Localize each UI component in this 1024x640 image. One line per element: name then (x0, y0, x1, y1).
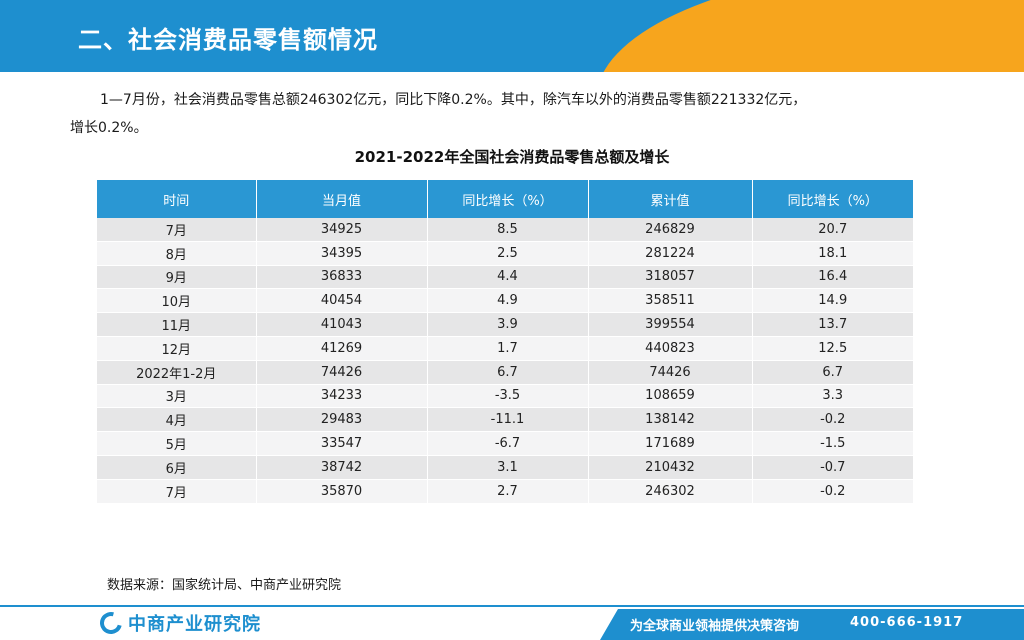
table-cell: 246302 (588, 479, 753, 504)
table-cell: 7月 (97, 218, 257, 242)
table-title: 2021-2022年全国社会消费品零售总额及增长 (354, 148, 670, 166)
table-header-cell: 累计值 (588, 180, 753, 218)
table-cell: -0.2 (752, 479, 913, 504)
table-cell: 3.3 (752, 384, 913, 409)
table-cell: 10月 (97, 288, 257, 314)
table-cell: 2.7 (427, 479, 589, 504)
table-cell: 138142 (588, 407, 753, 433)
table-cell: 6月 (97, 455, 257, 480)
footer-slogan: 为全球商业领袖提供决策咨询 (630, 619, 800, 634)
table-cell: 8月 (97, 241, 257, 266)
table-row: 7月 34925 8.5 246829 20.7 (97, 218, 913, 242)
page-title: 二、社会消费品零售额情况 (78, 26, 378, 54)
table-row: 3月 34233 -3.5 108659 3.3 (97, 384, 913, 409)
table-cell: -6.7 (427, 431, 589, 456)
table-cell: 35870 (256, 479, 428, 504)
footer-divider (0, 605, 1024, 607)
table-cell: 108659 (588, 384, 753, 409)
company-logo-icon (95, 607, 127, 639)
table-cell: 34925 (256, 218, 428, 242)
table-cell: 12月 (97, 336, 257, 361)
table-row: 11月 41043 3.9 399554 13.7 (97, 312, 913, 337)
footer-phone: 400-666-1917 (850, 615, 964, 630)
table-row: 6月 38742 3.1 210432 -0.7 (97, 455, 913, 480)
footer-banner (600, 609, 1024, 640)
table-cell: 4.9 (427, 288, 589, 314)
table-cell: 3.9 (427, 312, 589, 337)
table-cell: 318057 (588, 265, 753, 290)
table-row: 5月 33547 -6.7 171689 -1.5 (97, 431, 913, 456)
table-cell: 6.7 (427, 360, 589, 385)
table-cell: 13.7 (752, 312, 913, 337)
table-cell: 33547 (256, 431, 428, 456)
table-cell: 2.5 (427, 241, 589, 266)
table-cell: 5月 (97, 431, 257, 456)
table-cell: 40454 (256, 288, 428, 314)
table-cell: 2022年1-2月 (97, 360, 257, 385)
table-row: 7月 35870 2.7 246302 -0.2 (97, 479, 913, 504)
table-cell: 14.9 (752, 288, 913, 314)
table-header-cell: 当月值 (256, 180, 428, 218)
company-logo-text: 中商产业研究院 (128, 614, 261, 635)
table-cell: 3.1 (427, 455, 589, 480)
table-cell: -1.5 (752, 431, 913, 456)
table-cell: -3.5 (427, 384, 589, 409)
table-cell: 281224 (588, 241, 753, 266)
retail-sales-table: 时间 当月值 同比增长（%） 累计值 同比增长（%） 7月 34925 8.5 246829 2… (97, 180, 913, 504)
table-cell: 4月 (97, 407, 257, 433)
table-header-cell: 时间 (97, 180, 257, 218)
table-cell: 440823 (588, 336, 753, 361)
table-row: 8月 34395 2.5 281224 18.1 (97, 241, 913, 266)
table-header-cell: 同比增长（%） (427, 180, 589, 218)
table-header-row: 时间 当月值 同比增长（%） 累计值 同比增长（%） (97, 180, 913, 218)
table-cell: 41043 (256, 312, 428, 337)
table-cell: 38742 (256, 455, 428, 480)
table-cell: 16.4 (752, 265, 913, 290)
table-cell: -0.2 (752, 407, 913, 433)
table-cell: 3月 (97, 384, 257, 409)
table-cell: 11月 (97, 312, 257, 337)
table-cell: 246829 (588, 218, 753, 242)
table-cell: 7月 (97, 479, 257, 504)
table-cell: 358511 (588, 288, 753, 314)
header-banner: 二、社会消费品零售额情况 (0, 0, 1024, 72)
table-body: 7月 34925 8.5 246829 20.7 8月 34395 2.5 281224 18.1… (97, 218, 913, 504)
table-cell: 20.7 (752, 218, 913, 242)
table-cell: 399554 (588, 312, 753, 337)
table-cell: 41269 (256, 336, 428, 361)
table-cell: 18.1 (752, 241, 913, 266)
table-cell: -0.7 (752, 455, 913, 480)
table-cell: 6.7 (752, 360, 913, 385)
table-header-cell: 同比增长（%） (752, 180, 913, 218)
table-cell: 12.5 (752, 336, 913, 361)
summary-paragraph: 1—7月份，社会消费品零售总额246302亿元，同比下降0.2%。其中，除汽车以… (70, 86, 980, 142)
table-cell: 4.4 (427, 265, 589, 290)
data-source: 数据来源：国家统计局、中商产业研究院 (107, 578, 342, 593)
header-accent-shape (599, 0, 1024, 72)
table-row: 10月 40454 4.9 358511 14.9 (97, 288, 913, 314)
table-cell: 74426 (588, 360, 753, 385)
table-cell: -11.1 (427, 407, 589, 433)
table-cell: 29483 (256, 407, 428, 433)
table-cell: 34233 (256, 384, 428, 409)
summary-line-1: 1—7月份，社会消费品零售总额246302亿元，同比下降0.2%。其中，除汽车以… (100, 92, 807, 108)
table-row: 2022年1-2月 74426 6.7 74426 6.7 (97, 360, 913, 385)
table-row: 4月 29483 -11.1 138142 -0.2 (97, 407, 913, 433)
table-cell: 171689 (588, 431, 753, 456)
table-cell: 74426 (256, 360, 428, 385)
footer-logo: 中商产业研究院 (95, 607, 261, 639)
table-cell: 36833 (256, 265, 428, 290)
table-cell: 210432 (588, 455, 753, 480)
table-cell: 9月 (97, 265, 257, 290)
table-cell: 34395 (256, 241, 428, 266)
table-cell: 1.7 (427, 336, 589, 361)
table-row: 12月 41269 1.7 440823 12.5 (97, 336, 913, 361)
table-cell: 8.5 (427, 218, 589, 242)
summary-line-2: 增长0.2%。 (70, 120, 148, 136)
table-row: 9月 36833 4.4 318057 16.4 (97, 265, 913, 290)
